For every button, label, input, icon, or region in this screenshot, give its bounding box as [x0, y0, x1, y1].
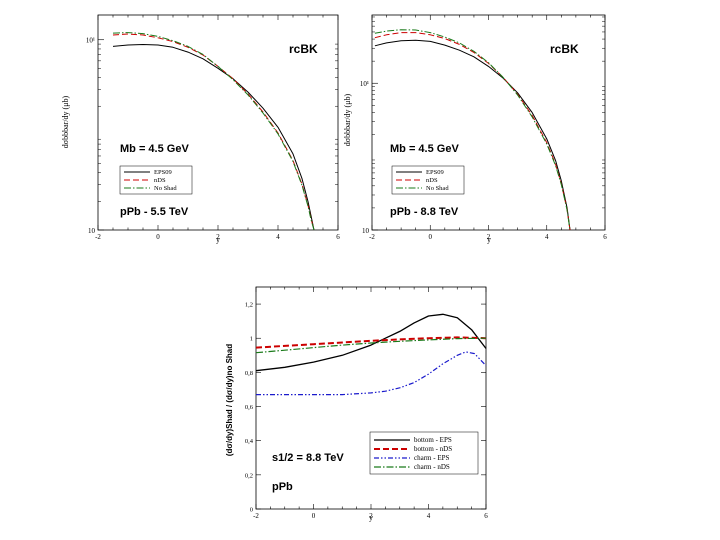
legend-label: No Shad [426, 185, 449, 192]
x-tick-label: 2 [487, 233, 491, 241]
panel-top-right: -2 0 2 4 6 10 10¹ y dσbbbar/dy (μb) rcBK Mb =… [343, 14, 607, 244]
y-tick-label: 0,6 [245, 404, 254, 411]
legend-swatches [124, 171, 150, 189]
legend: bottom - EPS bottom - nDS charm - EPS ch… [369, 431, 479, 475]
energy-label: s1/2 = 8.8 TeV [272, 452, 344, 464]
x-tick-label: 2 [369, 512, 373, 520]
series-lines [374, 29, 571, 231]
y-tick-label: 0,4 [245, 438, 254, 445]
x-tick-labels: -2 0 2 4 6 [253, 512, 488, 520]
x-tick-label: 0 [156, 233, 160, 241]
legend-swatches [374, 439, 410, 468]
x-axis-label: y [487, 235, 491, 244]
y-tick-labels: 10 10¹ [86, 37, 96, 235]
legend-label: charm - nDS [414, 463, 450, 471]
x-tick-labels: -2 0 2 4 6 [95, 233, 340, 241]
legend-label: No Shad [154, 185, 177, 192]
model-label: rcBK [550, 42, 579, 56]
x-tick-label: 6 [336, 233, 340, 241]
mass-label: Mb = 4.5 GeV [390, 143, 459, 155]
legend: EPS09 nDS No Shad [391, 165, 465, 195]
mass-label: Mb = 4.5 GeV [120, 143, 189, 155]
legend-label: nDS [154, 177, 166, 184]
series-line [374, 29, 571, 231]
plot-frame [255, 286, 487, 510]
series-line [112, 32, 315, 231]
y-tick-label: 0,8 [245, 370, 253, 377]
legend-box [119, 165, 193, 195]
y-tick-label: 10 [362, 227, 370, 235]
legend-label: EPS09 [426, 169, 444, 176]
y-axis-label: dσbbbar/dy (μb) [61, 95, 70, 148]
y-tick-label: 10 [88, 227, 96, 235]
system-label: pPb - 8.8 TeV [390, 206, 459, 218]
legend-swatches [396, 171, 422, 189]
x-axis-label: y [369, 513, 373, 522]
panel-bottom: -2 0 2 4 6 00,20,40,60,811,2 y (dσ/dy)Shad /… [225, 286, 488, 522]
series-lines [255, 313, 487, 396]
series-line [112, 44, 315, 231]
y-tick-label: 10¹ [360, 80, 369, 88]
tick-marks [255, 287, 487, 510]
legend-label: bottom - nDS [414, 445, 452, 453]
legend-label: nDS [426, 177, 438, 184]
model-label: rcBK [289, 42, 318, 56]
y-tick-labels: 10 10¹ [360, 80, 370, 235]
y-tick-label: 0,2 [245, 472, 253, 479]
y-tick-labels: 0 0,2 0,4 0,6 0,8 1 1,2 [245, 302, 254, 514]
y-tick-label: 1,2 [245, 302, 253, 309]
x-tick-label: 4 [427, 512, 431, 520]
series-lines [112, 32, 315, 231]
x-tick-label: 4 [545, 233, 549, 241]
legend: EPS09 nDS No Shad [119, 165, 193, 195]
x-tick-label: 6 [603, 233, 607, 241]
legend-label: bottom - EPS [414, 436, 452, 444]
series-line [255, 337, 487, 354]
system-label: pPb - 5.5 TeV [120, 206, 189, 218]
x-tick-label: 0 [429, 233, 433, 241]
tick-marks [371, 15, 606, 231]
series-line [255, 336, 487, 349]
series-line [256, 351, 487, 396]
x-tick-labels: -2 0 2 4 6 [369, 233, 607, 241]
x-tick-label: -2 [95, 233, 101, 241]
y-axis-label: dσbbbar/dy (μb) [343, 93, 352, 146]
legend-label: EPS09 [154, 169, 172, 176]
series-line [255, 313, 487, 372]
tick-marks [97, 15, 339, 231]
series-line [374, 39, 571, 231]
system-label: pPb [272, 481, 293, 493]
y-axis-label: (dσ/dy)Shad / (dσ/dy)no Shad [225, 344, 234, 456]
legend-box [391, 165, 465, 195]
y-tick-label: 10¹ [86, 37, 95, 45]
x-tick-label: 4 [276, 233, 280, 241]
y-tick-label: 1 [250, 336, 253, 343]
y-tick-label: 0 [250, 507, 253, 514]
legend-label: charm - EPS [414, 454, 449, 462]
series-line [374, 32, 571, 231]
x-tick-label: -2 [369, 233, 375, 241]
x-axis-label: y [216, 235, 220, 244]
x-tick-label: 0 [312, 512, 316, 520]
x-tick-label: 6 [484, 512, 488, 520]
x-tick-label: -2 [253, 512, 259, 520]
series-line [112, 33, 315, 231]
x-tick-label: 2 [216, 233, 220, 241]
panel-top-left: -2 0 2 4 6 10 10¹ y dσbbbar/dy (μb) rcBK Mb =… [61, 14, 340, 244]
